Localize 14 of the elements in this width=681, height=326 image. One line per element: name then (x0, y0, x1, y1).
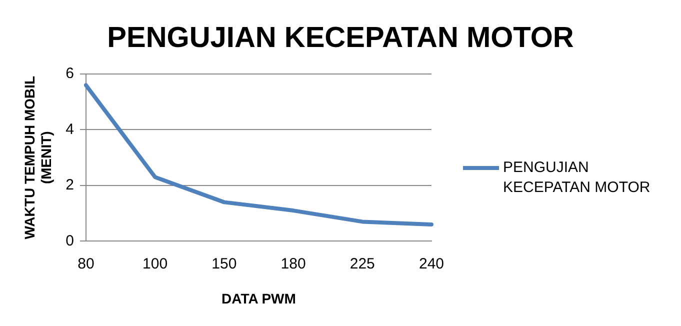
y-tick-label: 0 (66, 232, 74, 250)
x-tick-label: 150 (212, 255, 237, 272)
y-tick-label: 4 (66, 120, 74, 138)
chart-title: PENGUJIAN KECEPATAN MOTOR (106, 22, 575, 55)
y-tick-label: 2 (66, 176, 74, 194)
x-tick-label: 225 (350, 255, 375, 272)
x-tick-label: 100 (142, 255, 168, 272)
x-axis-title: DATA PWM (222, 290, 296, 306)
y-tick-label: 6 (66, 65, 74, 82)
legend-label: PENGUJIAN KECEPATAN MOTOR (503, 158, 652, 198)
x-tick-label: 180 (280, 255, 306, 272)
y-axis-title: WAKTU TEMPUH MOBIL (MENIT) (21, 76, 54, 240)
x-tick-label: 80 (78, 255, 94, 272)
x-tick-label: 240 (418, 255, 444, 272)
